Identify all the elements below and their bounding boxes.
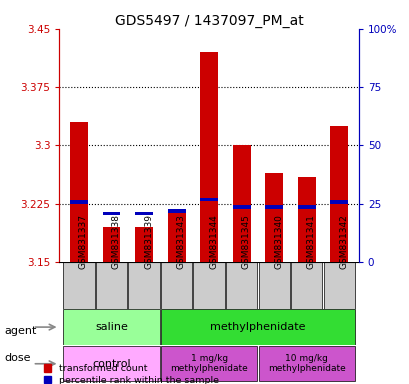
Text: methylphenidate: methylphenidate <box>210 322 305 332</box>
Bar <box>70 122 88 262</box>
FancyBboxPatch shape <box>225 262 256 309</box>
Bar <box>135 212 153 215</box>
Text: GSM831345: GSM831345 <box>241 214 250 269</box>
Text: GSM831344: GSM831344 <box>209 214 218 269</box>
Text: agent: agent <box>4 326 36 336</box>
FancyBboxPatch shape <box>258 346 354 381</box>
Text: GSM831343: GSM831343 <box>176 214 185 269</box>
Text: GSM831342: GSM831342 <box>338 214 347 269</box>
Bar <box>265 173 283 262</box>
Bar <box>102 212 120 215</box>
Bar <box>135 227 153 262</box>
FancyBboxPatch shape <box>128 262 159 309</box>
FancyBboxPatch shape <box>323 262 354 309</box>
Bar <box>167 212 185 262</box>
Bar <box>330 200 347 204</box>
Bar <box>297 205 315 209</box>
Text: GSM831337: GSM831337 <box>79 214 88 269</box>
Bar <box>167 209 185 213</box>
FancyBboxPatch shape <box>63 310 159 345</box>
Bar <box>232 205 250 209</box>
Text: saline: saline <box>95 322 128 332</box>
FancyBboxPatch shape <box>258 262 289 309</box>
Text: GSM831338: GSM831338 <box>111 214 120 269</box>
FancyBboxPatch shape <box>63 262 94 309</box>
Bar <box>102 227 120 262</box>
FancyBboxPatch shape <box>161 346 256 381</box>
Text: GSM831340: GSM831340 <box>274 214 283 269</box>
Bar <box>70 200 88 204</box>
Bar <box>330 126 347 262</box>
FancyBboxPatch shape <box>161 262 192 309</box>
FancyBboxPatch shape <box>290 262 321 309</box>
Bar <box>200 197 218 202</box>
Text: GSM831341: GSM831341 <box>306 214 315 269</box>
Legend: transformed count, percentile rank within the sample: transformed count, percentile rank withi… <box>42 362 220 384</box>
Bar <box>297 177 315 262</box>
Title: GDS5497 / 1437097_PM_at: GDS5497 / 1437097_PM_at <box>115 14 303 28</box>
Text: GSM831339: GSM831339 <box>144 214 153 269</box>
Bar <box>232 146 250 262</box>
Bar <box>265 205 283 209</box>
Bar <box>200 52 218 262</box>
FancyBboxPatch shape <box>193 262 224 309</box>
Text: dose: dose <box>4 353 31 363</box>
Text: 1 mg/kg
methylphenidate: 1 mg/kg methylphenidate <box>170 354 247 374</box>
FancyBboxPatch shape <box>96 262 127 309</box>
Text: control: control <box>92 359 130 369</box>
FancyBboxPatch shape <box>161 310 354 345</box>
FancyBboxPatch shape <box>63 346 159 381</box>
Text: 10 mg/kg
methylphenidate: 10 mg/kg methylphenidate <box>267 354 345 374</box>
